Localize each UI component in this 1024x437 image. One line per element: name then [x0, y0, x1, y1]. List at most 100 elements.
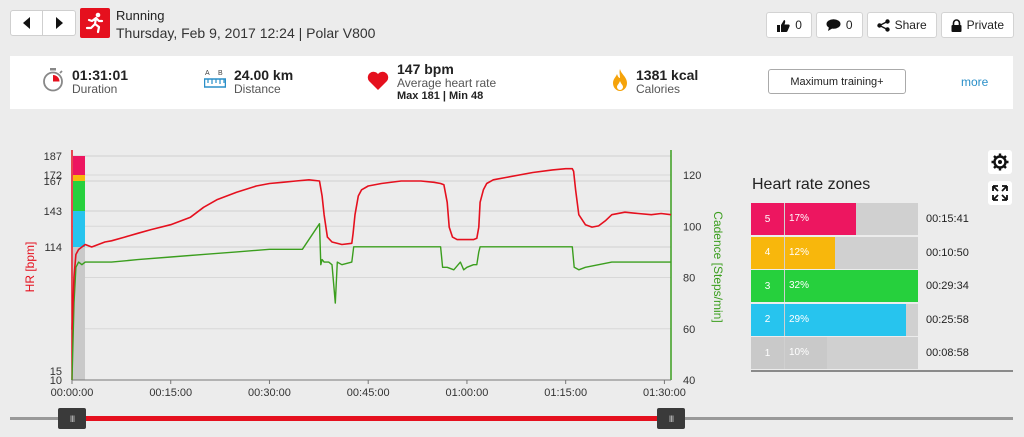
distance-ruler-icon: A B [204, 70, 226, 88]
chart-settings-button[interactable] [988, 150, 1012, 174]
share-button[interactable]: Share [866, 12, 937, 38]
like-button[interactable]: 0 [766, 12, 812, 38]
heart-rate-label: Average heart rate [397, 76, 497, 90]
range-selection[interactable] [71, 416, 671, 421]
distance-value: 24.00 km [234, 67, 294, 83]
range-handle-left[interactable]: III [58, 408, 86, 429]
zone-row[interactable]: 1 10% [751, 337, 918, 369]
zone-time: 00:10:50 [926, 246, 969, 259]
calories-label: Calories [636, 82, 681, 96]
heart-rate-value: 147 bpm [397, 61, 454, 77]
hr-zone-band [73, 211, 85, 247]
hr-tick-label: 187 [44, 151, 62, 163]
x-tick-label: 00:15:00 [149, 387, 192, 399]
zone-row[interactable]: 3 32% [751, 270, 918, 302]
hr-axis-title: HR [bpm] [23, 242, 37, 293]
training-benefit-button[interactable]: Maximum training+ [768, 69, 906, 94]
distance-icon-a: A [205, 70, 210, 77]
like-count: 0 [795, 18, 802, 32]
comment-button[interactable]: 0 [815, 12, 863, 38]
more-link[interactable]: more [961, 75, 989, 89]
zones-title: Heart rate zones [752, 176, 871, 193]
x-tick-label: 01:00:00 [446, 387, 489, 399]
cadence-tick-label: 80 [683, 273, 695, 285]
hr-tick-label: 114 [44, 242, 62, 254]
zone-time: 00:29:34 [926, 280, 969, 292]
zone-percent-bar [785, 337, 827, 369]
flame-icon [613, 69, 627, 91]
thumbs-up-icon [777, 19, 790, 32]
hr-tick-label: 143 [44, 206, 62, 218]
hr-zone-band [73, 175, 85, 181]
x-tick-label: 00:00:00 [51, 387, 94, 399]
cadence-series-line [71, 223, 671, 381]
zone-row[interactable]: 2 29% [751, 303, 918, 336]
hr-zone-band [73, 181, 85, 211]
zone-percent: 29% [789, 313, 810, 325]
zone-row[interactable]: 5 17% [751, 203, 918, 235]
stopwatch-icon [43, 68, 63, 92]
zone-time: 00:08:58 [926, 347, 969, 359]
distance-stat: A B 24.00 km Distance [204, 68, 293, 96]
zone-number: 3 [751, 270, 784, 302]
navigation-buttons [10, 10, 76, 36]
hr-zone-band [73, 156, 85, 175]
next-button[interactable] [43, 10, 76, 36]
zone-percent-bar [785, 236, 835, 269]
cadence-tick-label: 120 [683, 170, 701, 182]
privacy-label: Private [966, 18, 1004, 32]
heart-rate-stat: 147 bpm Average heart rate Max 181 | Min… [367, 62, 496, 103]
x-tick-label: 00:30:00 [248, 387, 291, 399]
hr-tick-label: 15 [50, 366, 62, 378]
zone-time: 00:15:41 [926, 213, 969, 225]
distance-icon-b: B [218, 70, 223, 77]
share-label: Share [894, 18, 927, 32]
zone-time: 00:25:58 [926, 313, 969, 326]
x-tick-label: 01:15:00 [544, 387, 587, 399]
cadence-axis-title: Cadence [Steps/min] [711, 211, 725, 322]
calories-stat: 1381 kcal Calories [612, 68, 698, 96]
hr-zone-band [73, 247, 85, 380]
zone-percent: 32% [789, 280, 810, 291]
previous-button[interactable] [10, 10, 43, 36]
plot-background [72, 154, 671, 380]
hr-tick-label: 172 [44, 170, 62, 182]
zone-number: 2 [751, 303, 784, 336]
zone-number: 1 [751, 337, 784, 369]
heart-rate-min-max: Max 181 | Min 48 [397, 90, 484, 102]
zone-percent-bar [785, 270, 918, 302]
range-handle-right[interactable]: III [657, 408, 685, 429]
summary-bar: 01:31:01 Duration A B 24.00 km Distance … [10, 56, 1013, 109]
heart-rate-cadence-chart[interactable]: 10 15 114 143 167 172 187 40 60 80 100 120 00:00:00 0… [0, 140, 740, 400]
zone-percent: 12% [789, 246, 810, 258]
duration-value: 01:31:01 [72, 67, 129, 83]
zones-axis-line [751, 370, 1013, 372]
lock-icon [951, 18, 962, 32]
cadence-tick-label: 60 [683, 324, 695, 336]
zone-percent-bar [785, 203, 856, 235]
zone-number: 5 [751, 203, 784, 235]
zone-number: 4 [751, 236, 784, 269]
heart-icon [367, 71, 389, 90]
comment-icon [826, 19, 841, 31]
x-tick-label: 01:30:00 [643, 387, 686, 399]
cadence-tick-label: 40 [683, 375, 695, 387]
hr-tick-label: 167 [44, 176, 62, 188]
share-icon [876, 18, 890, 32]
duration-label: Duration [72, 82, 118, 96]
x-tick-label: 00:45:00 [347, 387, 390, 399]
expand-icon [992, 185, 1008, 201]
zone-row[interactable]: 4 12% [751, 236, 918, 269]
hr-tick-label: 10 [50, 375, 62, 387]
chevron-right-icon [56, 17, 63, 29]
privacy-button[interactable]: Private [940, 12, 1014, 38]
header-actions: 0 0 Share Private [766, 12, 1014, 38]
gear-icon [991, 153, 1009, 171]
session-subtitle: Thursday, Feb 9, 2017 12:24 | Polar V800 [116, 25, 376, 41]
hr-series-line [71, 167, 672, 330]
zone-percent-bar [785, 303, 906, 336]
cadence-tick-label: 100 [683, 221, 701, 233]
running-sport-icon [80, 8, 110, 38]
fullscreen-button[interactable] [988, 181, 1012, 205]
